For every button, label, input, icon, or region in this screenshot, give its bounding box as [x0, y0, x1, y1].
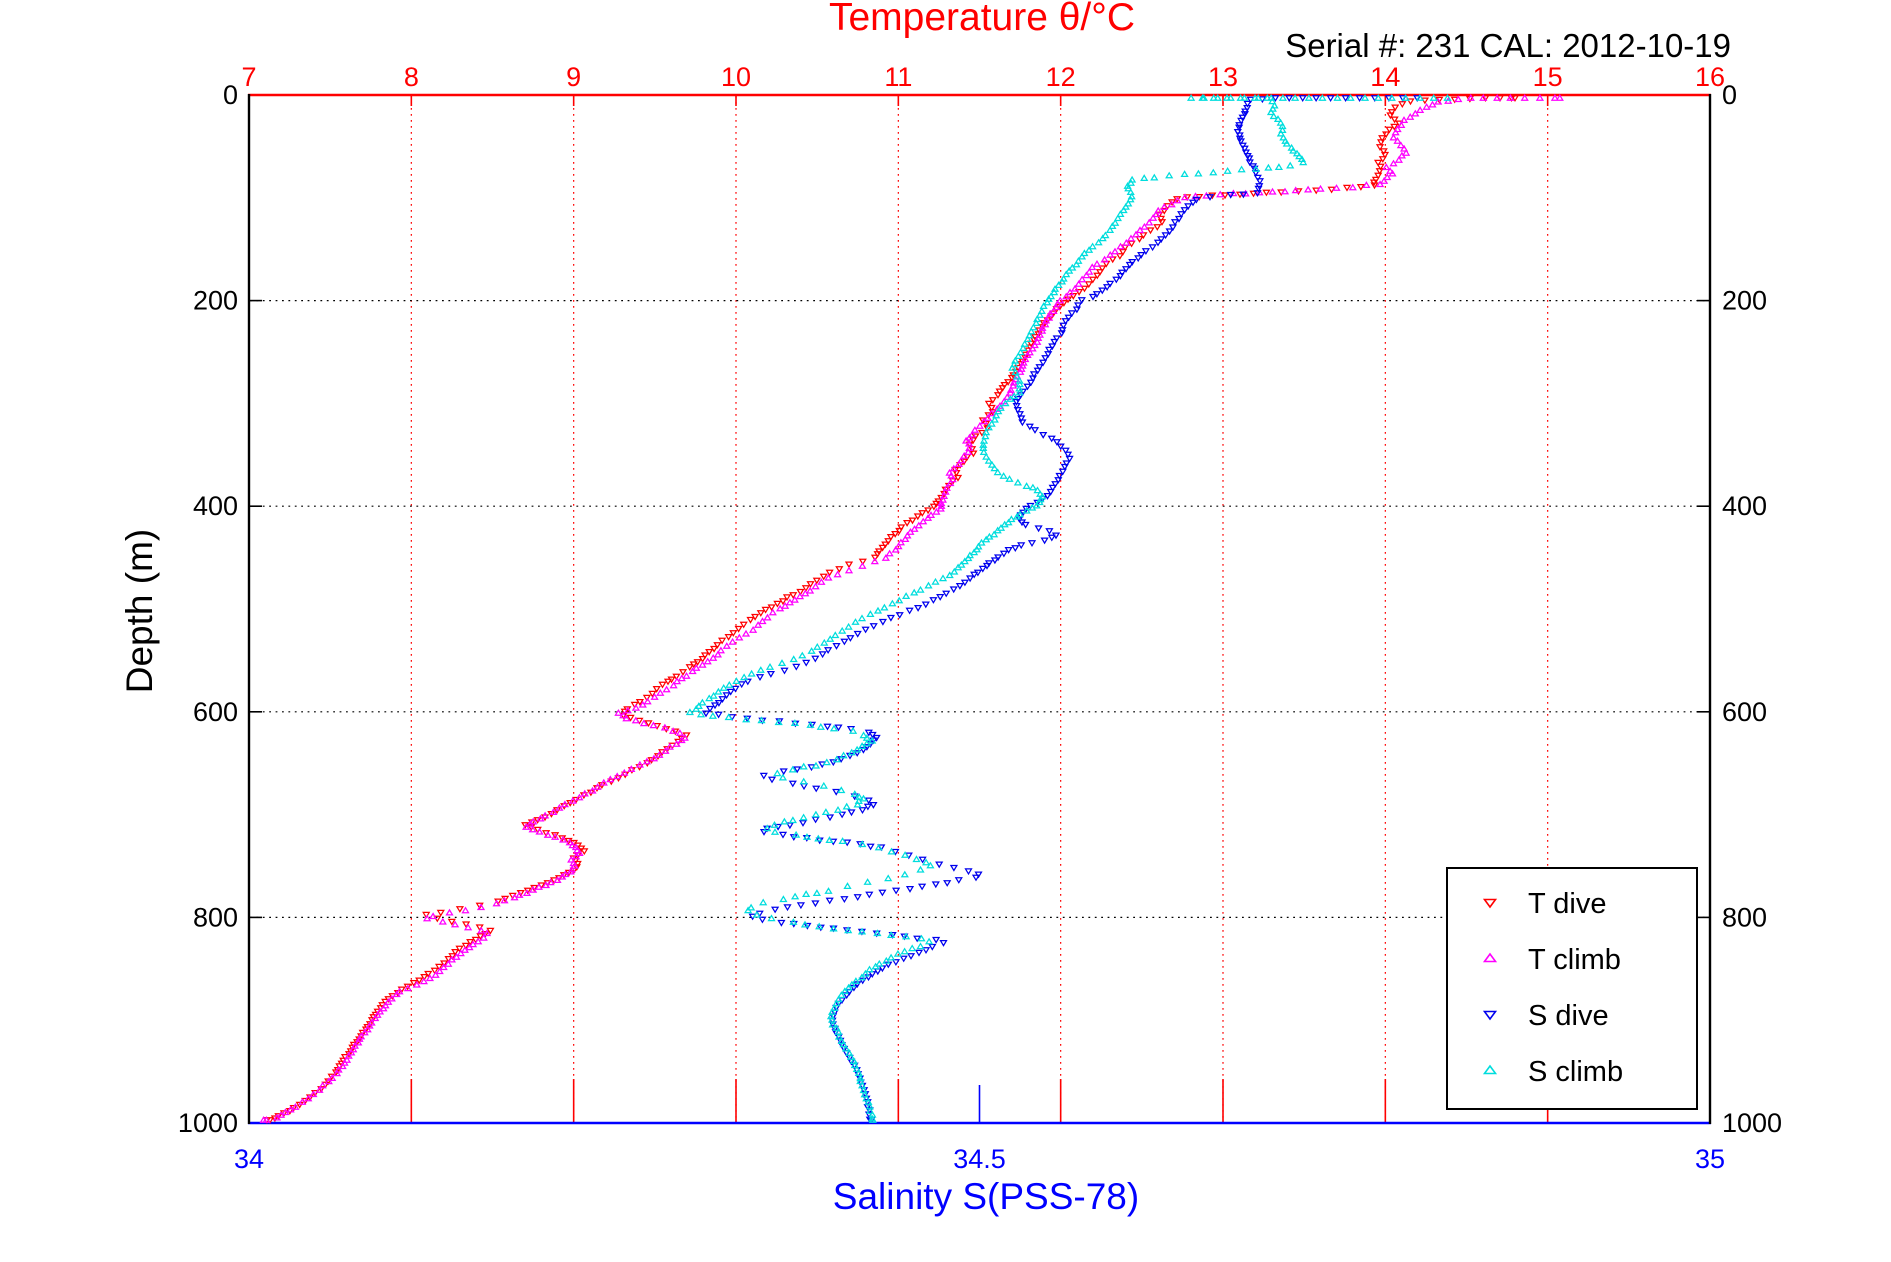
triangle-down-icon [1470, 894, 1510, 915]
legend-label: T dive [1528, 888, 1607, 921]
legend-item-s-climb: S climb [1448, 1056, 1696, 1089]
svg-text:1000: 1000 [1722, 1108, 1782, 1138]
svg-text:800: 800 [1722, 902, 1767, 932]
svg-text:34: 34 [234, 1144, 264, 1174]
svg-text:7: 7 [241, 62, 256, 92]
svg-text:200: 200 [1722, 286, 1767, 316]
svg-text:400: 400 [1722, 491, 1767, 521]
legend-label: T climb [1528, 944, 1621, 977]
svg-text:0: 0 [1722, 80, 1737, 110]
depth-axis-label: Depth (m) [119, 528, 160, 694]
svg-text:13: 13 [1208, 62, 1238, 92]
legend: T dive T climb S dive S climb [1446, 867, 1698, 1110]
serial-cal-annotation: Serial #: 231 CAL: 2012-10-19 [1285, 27, 1731, 64]
triangle-up-icon [1470, 950, 1510, 971]
svg-text:14: 14 [1370, 62, 1400, 92]
svg-text:600: 600 [1722, 697, 1767, 727]
svg-text:400: 400 [193, 491, 238, 521]
svg-text:0: 0 [223, 80, 238, 110]
legend-label: S dive [1528, 999, 1609, 1032]
svg-text:200: 200 [193, 286, 238, 316]
svg-text:35: 35 [1695, 1144, 1725, 1174]
svg-text:600: 600 [193, 697, 238, 727]
series-t-dive [262, 95, 1520, 1125]
svg-text:15: 15 [1533, 62, 1563, 92]
triangle-down-icon [1470, 1006, 1510, 1027]
chart-title: Temperature θ/°C [828, 0, 1136, 39]
salinity-axis-label: Salinity S(PSS-78) [832, 1176, 1140, 1217]
legend-item-t-dive: T dive [1448, 888, 1696, 921]
svg-text:10: 10 [721, 62, 751, 92]
svg-text:12: 12 [1046, 62, 1076, 92]
svg-text:8: 8 [404, 62, 419, 92]
series-s-climb [685, 93, 1452, 1123]
svg-text:1000: 1000 [178, 1108, 238, 1138]
svg-text:34.5: 34.5 [953, 1144, 1006, 1174]
legend-item-t-climb: T climb [1448, 944, 1696, 977]
svg-text:11: 11 [884, 62, 912, 92]
svg-text:9: 9 [566, 62, 581, 92]
svg-text:16: 16 [1695, 62, 1725, 92]
triangle-up-icon [1470, 1062, 1510, 1083]
legend-label: S climb [1528, 1055, 1624, 1088]
series-s-dive [701, 95, 1422, 1125]
svg-text:800: 800 [193, 902, 238, 932]
legend-item-s-dive: S dive [1448, 1000, 1696, 1033]
